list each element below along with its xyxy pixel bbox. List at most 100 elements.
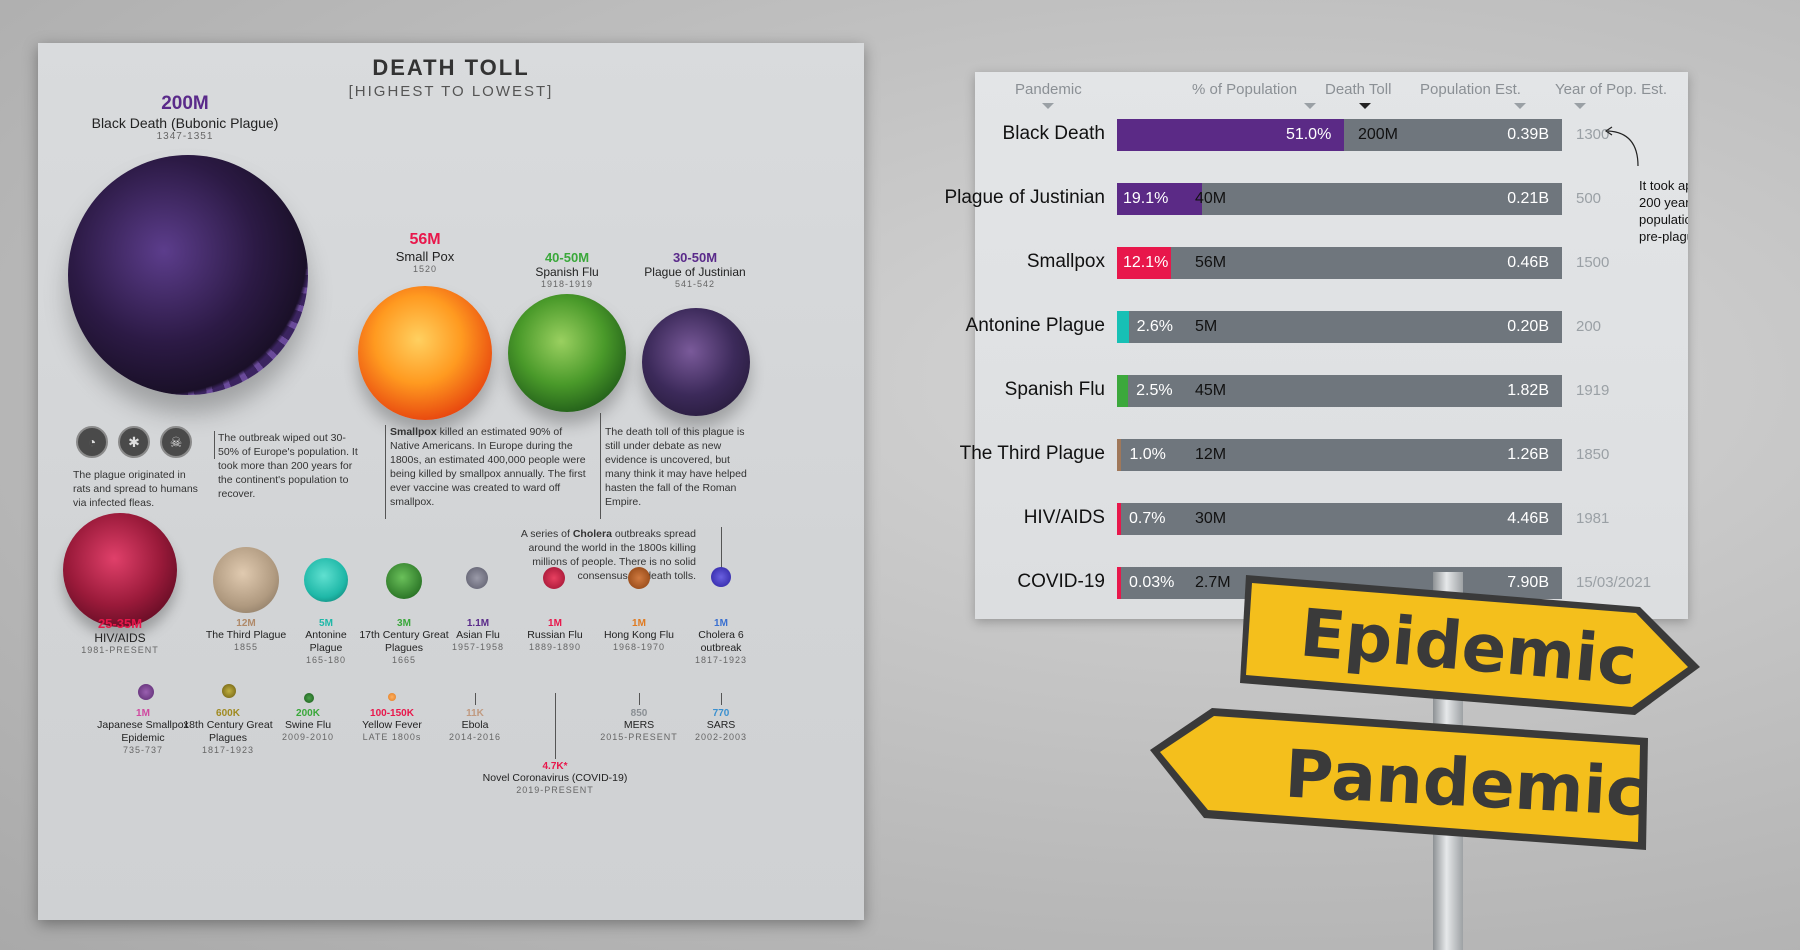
column-header-population-est[interactable]: Population Est. bbox=[1420, 81, 1521, 98]
toll-value: 30-50M bbox=[672, 250, 718, 265]
row-population-est: 0.21B bbox=[1507, 190, 1549, 207]
row-pct-bar bbox=[1117, 119, 1344, 151]
label-spanish-flu: 40-50M Spanish Flu 1918-1919 bbox=[535, 250, 598, 289]
row-year-of-pop-est: 1981 bbox=[1576, 510, 1610, 527]
side-annotation-line: populatic bbox=[1639, 212, 1688, 227]
pandemic-name: SARS bbox=[706, 719, 736, 731]
pandemic-years: 1665 bbox=[391, 655, 417, 665]
label-mers: 850 MERS 2015-PRESENT bbox=[584, 708, 694, 742]
row-pandemic-name: Spanish Flu bbox=[1004, 379, 1105, 400]
table-row[interactable]: HIV/AIDS 0.7% 30M 4.46B 1981 bbox=[975, 502, 1688, 536]
row-bar-track: 12.1% 56M 0.46B bbox=[1117, 247, 1562, 279]
row-pandemic-name: Smallpox bbox=[1026, 251, 1105, 272]
toll-value: 11K bbox=[466, 708, 484, 719]
row-population-est: 7.90B bbox=[1507, 574, 1549, 591]
row-population-est: 0.39B bbox=[1507, 126, 1549, 143]
pandemic-comparison-table: Pandemic % of Population Death Toll Popu… bbox=[944, 72, 1688, 619]
pandemic-years: 1957-1958 bbox=[451, 642, 505, 652]
toll-value: 770 bbox=[712, 708, 730, 719]
pandemic-name: HIV/AIDS bbox=[94, 631, 146, 645]
row-population-est: 0.46B bbox=[1507, 254, 1549, 271]
pandemic-years: 1968-1970 bbox=[612, 642, 666, 652]
column-header-death-toll[interactable]: Death Toll bbox=[1325, 81, 1392, 98]
table-row[interactable]: Plague of Justinian 19.1% 40M 0.21B 500 bbox=[944, 182, 1688, 216]
sort-caret-icon[interactable] bbox=[1042, 103, 1054, 109]
toll-value: 12M bbox=[236, 618, 256, 629]
plague-origin-note: The plague originated in rats and spread… bbox=[73, 469, 198, 509]
row-death-toll: 30M bbox=[1195, 510, 1227, 527]
toll-value: 1.1M bbox=[466, 618, 490, 629]
plague-of-justinian-virus-image bbox=[642, 308, 750, 416]
pandemic-years: 165-180 bbox=[305, 655, 347, 665]
sort-caret-icon[interactable] bbox=[1514, 103, 1526, 109]
sort-caret-icon[interactable] bbox=[1574, 103, 1586, 109]
row-population-est: 0.20B bbox=[1507, 318, 1549, 335]
antonine-plague-virus-image bbox=[304, 558, 348, 602]
spanish-flu-virus-image bbox=[508, 294, 626, 412]
row-pct-bar bbox=[1117, 311, 1129, 343]
toll-value: 200K bbox=[296, 708, 320, 719]
side-annotation: It took ap 200 year populatic pre-plagu bbox=[1639, 177, 1688, 245]
pandemic-years: 1981-PRESENT bbox=[81, 645, 159, 655]
row-pct-value: 51.0% bbox=[1285, 126, 1332, 143]
pandemic-name: Swine Flu bbox=[284, 719, 332, 731]
table-row[interactable]: Smallpox 12.1% 56M 0.46B 1500 bbox=[975, 246, 1688, 280]
row-year-of-pop-est: 1300 bbox=[1576, 126, 1610, 143]
row-population-est: 1.26B bbox=[1507, 446, 1549, 463]
table-row[interactable]: The Third Plague 1.0% 12M 1.26B 1850 bbox=[960, 438, 1688, 472]
toll-value: 4.7K* bbox=[542, 761, 568, 772]
column-header-pct-population[interactable]: % of Population bbox=[1192, 81, 1298, 98]
toll-value: 850 bbox=[630, 708, 648, 719]
sort-caret-active-icon[interactable] bbox=[1359, 103, 1371, 109]
row-pct-value: 2.6% bbox=[1136, 318, 1174, 335]
toll-value: 200M bbox=[161, 93, 209, 114]
note-pointer bbox=[600, 413, 601, 519]
label-sars: 770 SARS 2002-2003 bbox=[666, 708, 776, 742]
smallpox-virus-image bbox=[358, 286, 492, 420]
black-death-virus-image bbox=[68, 155, 308, 395]
smallpox-note-text: killed an estimated 90% of Native Americ… bbox=[390, 426, 586, 508]
toll-value: 100-150K bbox=[370, 708, 414, 719]
asian-flu-virus-image bbox=[466, 567, 488, 589]
pandemic-years: 2002-2003 bbox=[694, 732, 748, 742]
label-18th-century-plagues: 600K 18th Century Great Plagues 1817-192… bbox=[183, 708, 273, 755]
pandemic-sign-text: Pandemic bbox=[1283, 735, 1647, 831]
third-plague-virus-image bbox=[213, 547, 279, 613]
row-bar-track: 2.6% 5M 0.20B bbox=[1117, 311, 1562, 343]
russian-flu-virus-image bbox=[543, 567, 565, 589]
pandemic-name: Cholera 6 outbreak bbox=[698, 629, 744, 654]
side-annotation-line: 200 year bbox=[1639, 195, 1688, 210]
row-pct-value: 1.0% bbox=[1129, 446, 1166, 463]
table-row[interactable]: Black Death 51.0% 200M 0.39B 1300 bbox=[975, 118, 1688, 152]
table-row[interactable]: Antonine Plague 2.6% 5M 0.20B 200 bbox=[966, 310, 1688, 344]
toll-value: 25-35M bbox=[97, 616, 143, 631]
toll-value: 56M bbox=[409, 231, 441, 248]
column-header-year-of-pop-est[interactable]: Year of Pop. Est. bbox=[1555, 81, 1668, 98]
pandemic-name: Small Pox bbox=[395, 249, 455, 264]
toll-value: 1M bbox=[548, 618, 562, 629]
yellow-fever-virus-image bbox=[388, 693, 396, 701]
row-pct-value: 2.5% bbox=[1136, 382, 1173, 399]
pandemic-name: Novel Coronavirus (COVID-19) bbox=[482, 772, 628, 784]
pandemic-years: 2019-PRESENT bbox=[516, 785, 594, 795]
pandemic-years: 1855 bbox=[233, 642, 259, 652]
table-row[interactable]: Spanish Flu 2.5% 45M 1.82B 1919 bbox=[975, 374, 1688, 408]
row-death-toll: 12M bbox=[1195, 446, 1227, 463]
label-third-plague: 12M The Third Plague 1855 bbox=[191, 618, 301, 652]
row-year-of-pop-est: 15/03/2021 bbox=[1576, 574, 1652, 591]
pandemic-name: Yellow Fever bbox=[362, 719, 422, 731]
label-antonine-plague: 5M Antonine Plague 165-180 bbox=[296, 618, 356, 665]
column-header-pandemic[interactable]: Pandemic bbox=[1015, 81, 1082, 98]
row-pandemic-name: Black Death bbox=[1002, 123, 1105, 144]
row-year-of-pop-est: 500 bbox=[1576, 190, 1602, 207]
smallpox-note-bold: Smallpox bbox=[390, 426, 437, 438]
toll-value: 600K bbox=[216, 708, 240, 719]
label-hong-kong-flu: 1M Hong Kong Flu 1968-1970 bbox=[584, 618, 694, 652]
label-covid-19: 4.7K* Novel Coronavirus (COVID-19) 2019-… bbox=[475, 761, 635, 795]
pandemic-years: 1889-1890 bbox=[528, 642, 582, 652]
row-death-toll: 5M bbox=[1195, 318, 1218, 335]
row-bar-track: 1.0% 12M 1.26B bbox=[1117, 439, 1562, 471]
cholera-note: A series of Cholera outbreaks spread aro… bbox=[513, 527, 696, 583]
sort-caret-icon[interactable] bbox=[1304, 103, 1316, 109]
japanese-smallpox-virus-image bbox=[138, 684, 154, 700]
